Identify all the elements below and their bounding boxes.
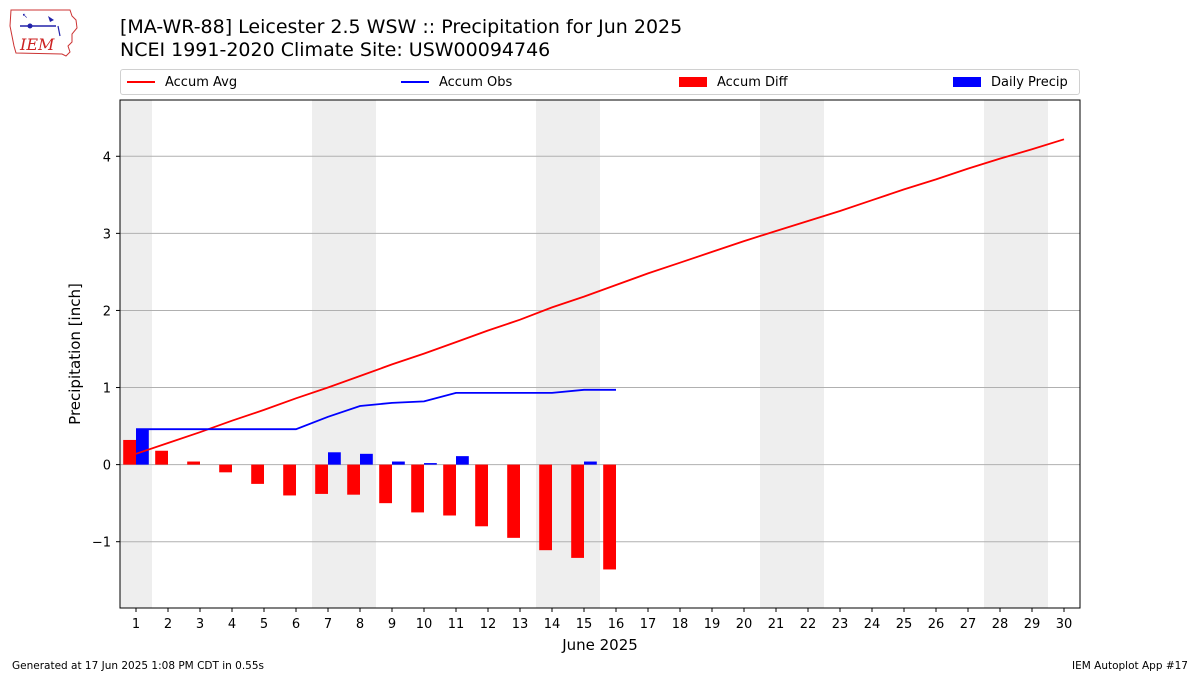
weekend-band (760, 100, 824, 608)
accum-diff-bar (315, 464, 328, 494)
x-tick-label: 25 (896, 617, 913, 632)
x-tick-label: 18 (672, 617, 689, 632)
accum-diff-bar (123, 439, 136, 465)
x-tick-label: 28 (992, 617, 1009, 632)
daily-precip-bar (328, 452, 341, 465)
x-tick-label: 20 (736, 617, 753, 632)
accum-diff-bar (251, 464, 264, 484)
accum-diff-bar (603, 464, 616, 570)
x-tick-label: 10 (416, 617, 433, 632)
x-tick-label: 9 (388, 617, 396, 632)
daily-precip-bar (456, 456, 469, 465)
legend-label: Accum Avg (165, 74, 238, 90)
y-tick-label: 1 (103, 382, 111, 397)
y-tick-label: 4 (103, 150, 111, 165)
accum-diff-bar (411, 464, 424, 513)
legend-label: Daily Precip (991, 74, 1068, 90)
accum-diff-bar (539, 464, 552, 551)
legend-swatch (127, 81, 155, 83)
accum-diff-bar (571, 464, 584, 558)
legend-swatch (679, 77, 707, 87)
accum-obs-line (136, 388, 616, 431)
iem-logo: ↖ IEM (8, 6, 80, 60)
y-tick-label: −1 (92, 536, 111, 551)
legend: Accum Avg Accum Obs Accum Diff Daily Pre… (120, 69, 1080, 95)
legend-entry-accum-diff: Accum Diff (679, 70, 788, 94)
weekend-band (120, 100, 152, 608)
accum-diff-bar (187, 461, 200, 465)
x-tick-label: 19 (704, 617, 721, 632)
chart-subtitle: NCEI 1991-2020 Climate Site: USW00094746 (120, 39, 551, 61)
accum-diff-bar (347, 464, 360, 495)
y-tick-label: 3 (103, 227, 111, 242)
daily-precip-bar (584, 461, 597, 465)
x-tick-label: 12 (480, 617, 497, 632)
svg-text:↖: ↖ (22, 12, 28, 20)
x-tick-label: 22 (800, 617, 817, 632)
x-tick-label: 15 (576, 617, 593, 632)
legend-label: Accum Obs (439, 74, 513, 90)
accum-diff-bar (219, 464, 232, 473)
plot-frame (119, 99, 1081, 609)
daily-precip-bar (136, 429, 149, 465)
x-tick-label: 26 (928, 617, 945, 632)
x-tick-label: 3 (196, 617, 204, 632)
x-tick-label: 24 (864, 617, 881, 632)
legend-entry-accum-avg: Accum Avg (127, 70, 237, 94)
x-axis-label: June 2025 (561, 636, 638, 654)
legend-entry-accum-obs: Accum Obs (401, 70, 512, 94)
accum-avg-line (135, 138, 1065, 455)
x-tick-label: 27 (960, 617, 977, 632)
accum-diff-bar (507, 464, 520, 538)
x-tick-label: 8 (356, 617, 364, 632)
x-tick-label: 11 (448, 617, 465, 632)
x-tick-label: 23 (832, 617, 849, 632)
daily-precip-bar (424, 463, 437, 465)
x-tick-label: 5 (260, 617, 268, 632)
y-axis-label: Precipitation [inch] (66, 283, 84, 425)
legend-swatch (953, 77, 981, 87)
chart-title: [MA-WR-88] Leicester 2.5 WSW :: Precipit… (120, 16, 683, 38)
app-credit: IEM Autoplot App #17 (1072, 660, 1188, 672)
legend-swatch (401, 81, 429, 83)
accum-diff-bar (283, 464, 296, 496)
daily-precip-bar (360, 453, 373, 465)
x-tick-label: 30 (1056, 617, 1073, 632)
x-tick-label: 17 (640, 617, 657, 632)
y-tick-label: 0 (103, 459, 111, 474)
x-tick-label: 13 (512, 617, 529, 632)
x-tick-label: 1 (132, 617, 140, 632)
y-tick-label: 2 (103, 304, 111, 319)
daily-precip-bar (392, 461, 405, 465)
legend-entry-daily-precip: Daily Precip (953, 70, 1068, 94)
accum-diff-bar (379, 464, 392, 504)
weekend-band (312, 100, 376, 608)
accum-diff-bar (475, 464, 488, 527)
x-tick-label: 14 (544, 617, 561, 632)
generated-timestamp: Generated at 17 Jun 2025 1:08 PM CDT in … (12, 660, 265, 672)
iowa-state-outline-icon: ↖ IEM (9, 9, 78, 57)
x-tick-label: 29 (1024, 617, 1041, 632)
weekend-band (984, 100, 1048, 608)
legend-label: Accum Diff (717, 74, 788, 90)
plot-area (120, 100, 1080, 608)
x-tick-label: 6 (292, 617, 300, 632)
x-tick-label: 7 (324, 617, 332, 632)
x-tick-label: 21 (768, 617, 785, 632)
x-tick-label: 2 (164, 617, 172, 632)
accum-diff-bar (443, 464, 456, 516)
x-tick-label: 16 (608, 617, 625, 632)
svg-text:IEM: IEM (19, 35, 55, 54)
x-tick-label: 4 (228, 617, 236, 632)
accum-diff-bar (155, 450, 168, 465)
